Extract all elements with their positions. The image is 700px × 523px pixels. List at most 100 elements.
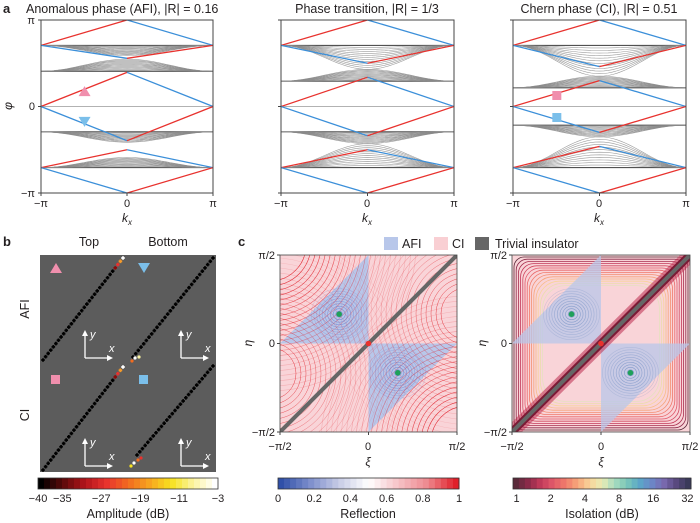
lattice-site [46,351,50,356]
edge-state-blue [599,79,686,108]
contour-line [610,354,651,392]
colorbar-step [140,478,147,489]
colorbar-tick-label: −35 [53,493,72,505]
hot-site [129,464,133,468]
lattice-site [137,450,142,454]
contour-line [430,278,457,349]
contour-line [420,268,457,359]
a3-xticks: −π 0 π [506,198,690,210]
bulk-band-line [513,45,686,64]
lattice-site [67,325,71,329]
contour-line [319,295,360,333]
contour-line [390,255,457,390]
legend-label-afi: AFI [402,237,421,251]
lattice-site [152,328,157,333]
a1-ytick-neg-pi: −π [21,188,35,200]
contour-line [365,255,457,415]
edge-state-blue [599,145,686,169]
axis-arrow [84,333,110,359]
contour-line [370,255,457,410]
colorbar-tick-label: −19 [131,493,150,505]
lattice-site [51,345,56,349]
lattice-site [208,367,213,371]
lattice-site [116,262,120,267]
plot-area [281,20,454,193]
contour-line [440,289,457,338]
lattice-site [41,468,45,472]
lattice-site [61,441,66,446]
contour-line [391,366,405,379]
bulk-band-line [513,45,686,67]
colorbar-tick-label: 4 [582,493,588,505]
lattice-site [211,256,215,260]
colorbar-step [530,478,538,489]
lattice-site [100,282,105,287]
contour-line [345,255,444,432]
a2-xticks: −π 0 π [274,198,458,210]
lattice-site [48,348,53,352]
a1-ylabel: φ [1,102,15,110]
plot-area [513,20,686,193]
lattice-site [194,383,199,387]
lattice-site [165,312,170,316]
panel-a2-title: Phase transition, |R| = 1/3 [295,2,439,16]
bulk-band-line [513,144,686,168]
lattice-site [90,295,94,300]
axis-arrow [180,333,206,359]
bulk-band-line [513,45,686,54]
lattice-site [195,276,199,280]
lattice-site [181,399,185,403]
lattice-site [97,285,102,290]
legend-swatch-afi [384,237,398,250]
edge-state-red [513,20,600,46]
contour-line [388,364,407,382]
bulk-band-line [513,156,686,168]
colorbar-step [320,478,327,489]
lattice-site [211,364,215,368]
lattice-site [200,376,204,381]
a2-xlabel: kx [362,211,373,227]
lattice-site [200,269,205,273]
contour-line [543,288,600,341]
colorbar-step [50,478,57,489]
hot-site [137,355,141,359]
colorbar-reflection-label: Reflection [340,507,396,521]
contour-line [280,267,377,432]
lattice-site [69,431,74,436]
colorbar-step [572,478,579,489]
marker-square [139,375,148,384]
colorbar-step [98,478,105,489]
lattice-site [79,418,84,422]
edge-state-red [41,149,128,169]
contour-line [293,255,392,432]
colorbar-step [356,478,363,489]
lattice-site [92,292,97,296]
bulk-band-line [513,45,686,57]
colorbar-step [92,478,99,489]
bulk-band-line [281,155,454,168]
contour-line [545,290,598,338]
bulk-band-line [513,164,686,168]
colorbar-step [38,478,45,489]
lattice-site [151,434,156,438]
hot-site [130,359,134,363]
plot-area [280,255,457,432]
legend-label-trivial: Trivial insulator [495,237,579,251]
colorbar-tick-label: 1 [513,493,519,505]
contour-line [425,273,457,354]
edge-state-red [281,149,368,169]
panel-label-b: b [3,234,11,249]
colorbar-step [338,478,345,489]
colorbar-step [566,478,573,489]
edge-state-blue [281,44,368,64]
vortex-point [627,369,634,376]
lattice-site [56,448,61,452]
c1-xlabel: ξ [365,455,371,469]
c2-xlabel: ξ [598,455,604,469]
vortex-point [394,369,401,376]
contour-line [280,323,322,424]
colorbar-step [643,478,650,489]
panel-label-a: a [3,1,11,16]
colorbar-step [392,478,400,489]
a3-xtick-neg-pi: −π [506,198,520,210]
